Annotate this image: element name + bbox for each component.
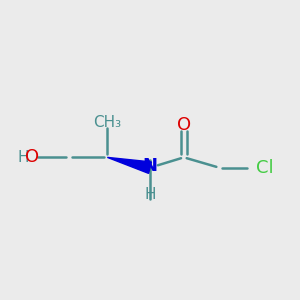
Text: O: O [25, 148, 39, 166]
Text: CH₃: CH₃ [93, 115, 122, 130]
Text: N: N [142, 157, 158, 175]
Polygon shape [107, 158, 152, 173]
Text: O: O [177, 116, 191, 134]
Text: H: H [144, 187, 156, 202]
Text: Cl: Cl [256, 159, 274, 177]
Text: H: H [18, 150, 29, 165]
